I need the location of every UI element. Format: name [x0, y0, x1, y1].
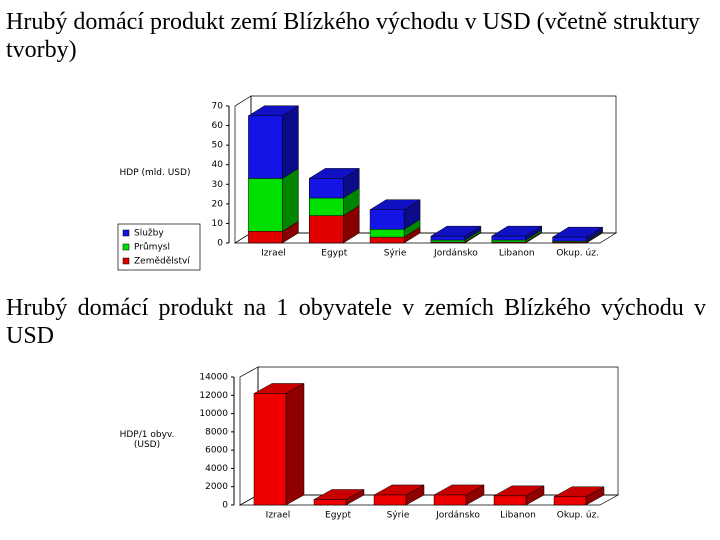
- back-wall: [257, 366, 619, 496]
- x-tick-label: Sýrie: [387, 511, 410, 521]
- y-tick-label: 0: [217, 239, 223, 249]
- bar-front: [369, 209, 405, 230]
- bar-front: [430, 239, 466, 243]
- x-tick-label: Izrael: [266, 511, 291, 521]
- x-tick-label: Okup. úz.: [556, 249, 598, 259]
- bar-front: [373, 494, 407, 506]
- bar-front: [248, 231, 283, 244]
- bar: [490, 225, 543, 241]
- bar-front: [313, 499, 347, 506]
- y-tick-label: 6000: [205, 446, 228, 456]
- chart-title: Hrubý domácí produkt zemí Blízkého výcho…: [6, 9, 700, 63]
- y-tick-label: 30: [212, 180, 224, 190]
- y-tick-label: 8000: [205, 427, 228, 437]
- bar: [308, 167, 361, 199]
- bar-front: [309, 197, 344, 216]
- side-wall: [234, 95, 252, 244]
- y-tick-label: 70: [212, 102, 224, 112]
- bar: [247, 105, 300, 179]
- y-tick-label: 60: [212, 121, 224, 131]
- bar-front: [491, 235, 526, 241]
- bar: [493, 485, 545, 506]
- bar: [551, 226, 604, 242]
- legend-swatch: [122, 243, 130, 251]
- x-tick-label: Jordánsko: [433, 249, 478, 259]
- back-wall: [250, 95, 617, 234]
- x-tick-label: Sýrie: [384, 249, 407, 259]
- bar-front: [369, 236, 405, 244]
- y-tick-label: 0: [222, 501, 228, 511]
- bar-front: [253, 393, 287, 506]
- bar: [433, 484, 485, 506]
- bar-front: [309, 178, 344, 199]
- bar: [313, 489, 365, 506]
- bar-side: [285, 383, 305, 506]
- y-tick-label: 20: [212, 199, 224, 209]
- y-tick-label: 10000: [199, 409, 228, 419]
- bar: [369, 199, 421, 230]
- bar: [253, 383, 305, 506]
- bar-front: [553, 496, 587, 506]
- x-tick-label: Egypt: [321, 249, 347, 259]
- y-tick-label: 40: [212, 160, 224, 170]
- y-axis-label: HDP/1 obyv. (USD): [119, 430, 175, 450]
- bar-front: [433, 494, 467, 506]
- x-tick-label: Jordánsko: [435, 511, 480, 521]
- bar-front: [493, 495, 527, 506]
- bar-front: [369, 229, 405, 238]
- legend-swatch: [122, 257, 130, 265]
- x-tick-label: Libanon: [500, 511, 536, 521]
- legend-box: [117, 223, 201, 271]
- bar: [430, 225, 482, 241]
- x-tick-label: Libanon: [499, 249, 535, 259]
- bar-front: [248, 178, 283, 232]
- y-tick-label: 2000: [205, 482, 228, 492]
- y-tick-label: 10: [212, 219, 224, 229]
- y-tick-label: 14000: [199, 373, 228, 383]
- legend-label: Průmysl: [134, 242, 170, 253]
- y-tick-label: 50: [212, 141, 224, 151]
- bar: [309, 205, 360, 244]
- legend-label: Služby: [134, 229, 164, 239]
- bar-front: [491, 239, 526, 243]
- x-tick-label: Izrael: [261, 249, 286, 259]
- bar: [553, 486, 605, 506]
- legend-label: Zemědělství: [134, 257, 190, 267]
- y-tick-label: 12000: [199, 391, 228, 401]
- chart-title: Hrubý domácí produkt na 1 obyvatele v ze…: [6, 295, 706, 349]
- bar: [373, 484, 425, 506]
- bar-side: [282, 167, 299, 232]
- x-tick-label: Okup. úz.: [557, 511, 599, 521]
- y-axis-label: HDP (mld. USD): [119, 168, 191, 178]
- side-wall: [239, 366, 259, 506]
- y-tick-label: 4000: [205, 464, 228, 474]
- bar-front: [309, 215, 344, 244]
- bar-front: [248, 115, 283, 179]
- legend-swatch: [122, 229, 130, 237]
- bar-front: [552, 236, 587, 242]
- bar-front: [430, 235, 466, 241]
- bar: [248, 167, 299, 232]
- bar-side: [282, 105, 299, 179]
- x-tick-label: Egypt: [325, 511, 351, 521]
